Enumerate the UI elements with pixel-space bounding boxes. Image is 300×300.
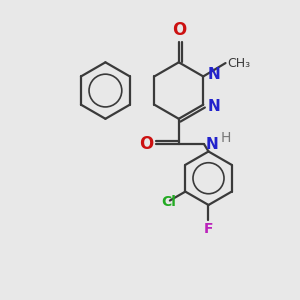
Text: CH₃: CH₃ — [227, 57, 250, 70]
Text: N: N — [206, 136, 218, 152]
Text: Cl: Cl — [161, 195, 176, 209]
Text: H: H — [220, 131, 231, 145]
Text: O: O — [139, 135, 154, 153]
Text: N: N — [208, 68, 220, 82]
Text: F: F — [204, 222, 213, 236]
Text: O: O — [172, 21, 186, 39]
Text: N: N — [208, 99, 220, 114]
